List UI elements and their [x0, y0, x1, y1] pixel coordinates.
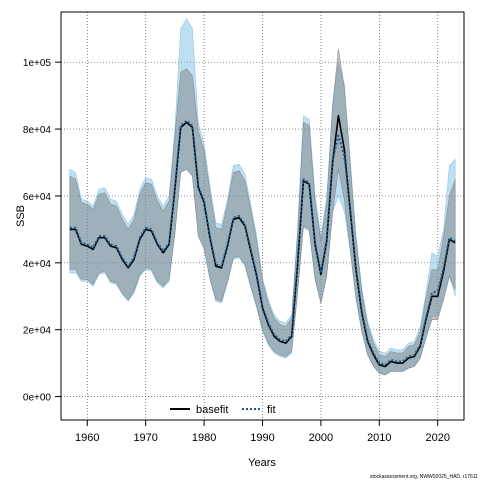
y-tick-label: 0e+00	[23, 393, 52, 404]
y-tick-label: 8e+04	[23, 125, 52, 136]
axes: 1960 1970 1980 1990 2000 2010 2020 0e+00 2e+04 4e…	[23, 58, 450, 444]
x-tick-label: 2000	[309, 432, 333, 444]
x-tick-label: 1960	[75, 432, 99, 444]
y-axis-label: SSB	[15, 205, 27, 227]
y-tick-label: 2e+04	[23, 326, 52, 337]
y-tick-label: 6e+04	[23, 192, 52, 203]
legend: basefit fit	[170, 404, 276, 416]
legend-fit-label: fit	[267, 404, 276, 416]
y-tick-label: 4e+04	[23, 259, 52, 270]
series-lines	[69, 114, 456, 368]
y-tick-label: 1e+05	[23, 58, 52, 69]
x-tick-label: 1980	[192, 432, 216, 444]
x-tick-label: 1990	[250, 432, 274, 444]
legend-basefit-label: basefit	[196, 404, 228, 416]
credit-text: stockassessment.org, NWW02025_HAD, r1761…	[370, 474, 478, 480]
x-tick-label: 2010	[367, 432, 391, 444]
x-tick-label: 1970	[133, 432, 157, 444]
x-tick-label: 2020	[425, 432, 449, 444]
basefit-confidence-band	[69, 48, 456, 376]
x-axis-label: Years	[248, 457, 276, 469]
